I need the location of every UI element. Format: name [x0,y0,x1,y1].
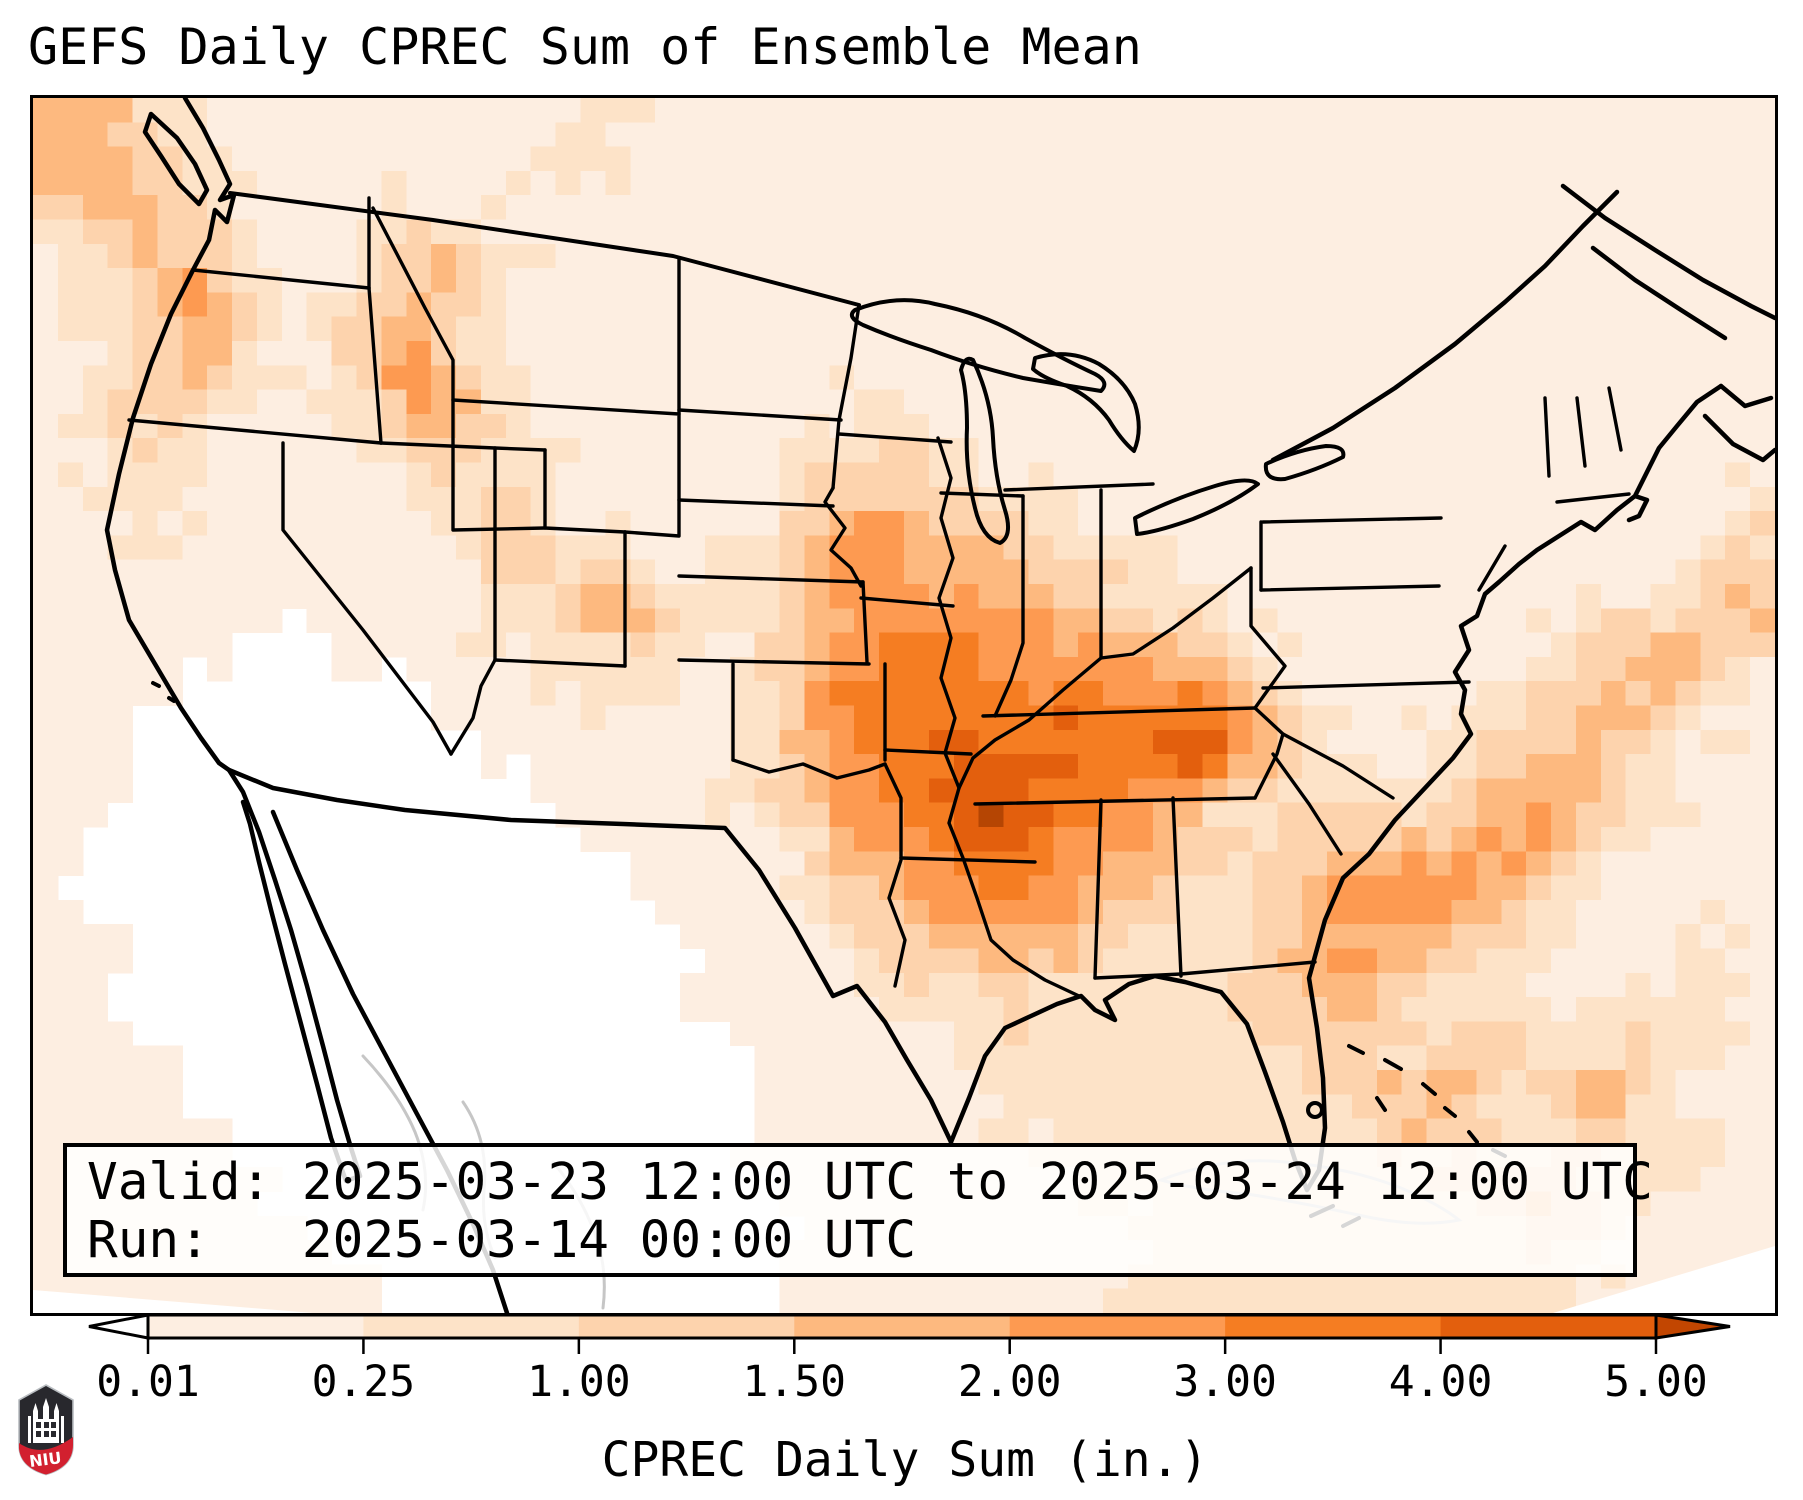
ny-pa-border [1261,516,1443,524]
gulf-coast-and-east-coast [948,383,1724,1193]
colorbar-tick-label-4.00: 4.00 [1389,1357,1493,1407]
mn-west-border [831,303,861,490]
va-nc-border [1261,680,1471,690]
colorbar-tick-label-0.25: 0.25 [312,1357,416,1407]
colorbar-segment-0.01 [148,1315,365,1338]
colorbar-segment-1.00 [578,1315,796,1338]
colorbar-over-arrow [1654,1313,1731,1340]
al-ga-border [1171,796,1183,978]
canada-border [228,191,861,307]
ms-al-border [1093,798,1103,980]
precip-heatmap-cells [33,98,1775,1313]
logo-niu-text: NIU [28,1448,62,1471]
mn-ia-border [837,432,953,444]
ohio-river [957,566,1253,790]
colorbar-segment-1.50 [794,1315,1011,1338]
colorbar-tick-label-2.00: 2.00 [958,1357,1062,1407]
info-box: Valid: 2025-03-23 12:00 UTC to 2025-03-2… [63,1143,1653,1277]
ga-fl-border [1093,960,1317,980]
red-river-border [731,758,887,780]
mi-in-oh-border [1003,482,1155,492]
colorbar-under-arrow [88,1313,150,1340]
or-ca-border [127,418,383,445]
ks-ok-border [677,658,871,666]
colorbar-segment-4.00 [1440,1315,1657,1338]
us-mexico-border [226,767,954,1145]
west-coast [104,98,237,773]
logo-red-band [19,1437,73,1475]
colorbar-axis-label: CPREC Daily Sum (in.) [601,1432,1209,1488]
colorbar-tick-label-3.00: 3.00 [1173,1357,1277,1407]
lake-ontario [1263,444,1346,482]
state-borders [127,196,1631,998]
lake-erie [1133,478,1260,536]
nd-sd-border [677,408,843,422]
page-title: GEFS Daily CPREC Sum of Ensemble Mean [28,18,1142,76]
run-time-text: Run: 2025-03-14 00:00 UTC [87,1211,917,1270]
channel-islands [151,681,176,703]
colorbar-tick-label-1.00: 1.00 [527,1357,631,1407]
vancouver-island [142,111,210,207]
pa-md-border [1259,584,1441,592]
coastlines [104,98,1775,1313]
wi-il-border [939,491,1025,498]
sd-ne-border [677,498,835,508]
lake-okeechobee [1306,1101,1324,1119]
ne-ia-missouri-river [823,486,863,588]
colorbar-tick-label-0.01: 0.01 [96,1357,200,1407]
colorbar: 0.01 0.25 1.00 1.50 2.00 3.00 4.00 5.00 [88,1313,1731,1407]
colorbar-tick-label-5.00: 5.00 [1604,1357,1708,1407]
baja-peninsula [226,767,363,1184]
wy-box [451,398,681,538]
ut-az-border [493,658,627,668]
st-lawrence-river [1270,183,1775,463]
ne-states-lines [1543,386,1631,504]
mississippi-river [936,436,1081,998]
il-in-border [993,494,1025,718]
niu-logo: NIU [18,1384,74,1476]
tx-la-border [883,762,907,988]
projection-edge-wedge-left [33,1290,313,1313]
wa-or-border [191,268,371,290]
colorbar-tick-label-1.50: 1.50 [743,1357,847,1407]
id-mt-border [371,206,455,402]
nj-delaware-river [1477,544,1507,592]
ca-nv-border [281,441,453,756]
ar-la-border [899,856,1037,864]
colorbar-segment-0.25 [363,1315,580,1338]
projection-edge-wedge-right [1553,1246,1775,1313]
or-id-border [367,286,383,445]
nova-scotia [1702,383,1775,463]
ky-va-border [1249,566,1287,710]
tn-nc-border [1253,706,1285,800]
ne-ks-border [677,574,865,584]
tn-south-border [973,796,1257,806]
colorbar-segment-2.00 [1009,1315,1227,1338]
lake-huron [1031,352,1141,453]
colorbar-segment-3.00 [1225,1315,1442,1338]
valid-time-text: Valid: 2025-03-23 12:00 UTC to 2025-03-2… [87,1153,1653,1212]
ia-mo-border [859,596,955,608]
ks-mo-border [861,580,869,664]
colorbar-outline [146,1313,1658,1340]
lake-superior [849,298,1107,393]
us-precipitation-map [33,98,1775,1313]
map-panel: Valid: 2025-03-23 12:00 UTC to 2025-03-2… [30,95,1778,1316]
az-west-border [449,658,497,756]
lake-michigan [959,356,1011,545]
great-lakes [849,298,1346,545]
nc-sc-border [1281,732,1395,800]
mo-ar-border [883,748,973,756]
ky-tn-border [981,706,1257,718]
logo-castle-windows [36,1422,56,1437]
sc-ga-border [1271,752,1343,856]
